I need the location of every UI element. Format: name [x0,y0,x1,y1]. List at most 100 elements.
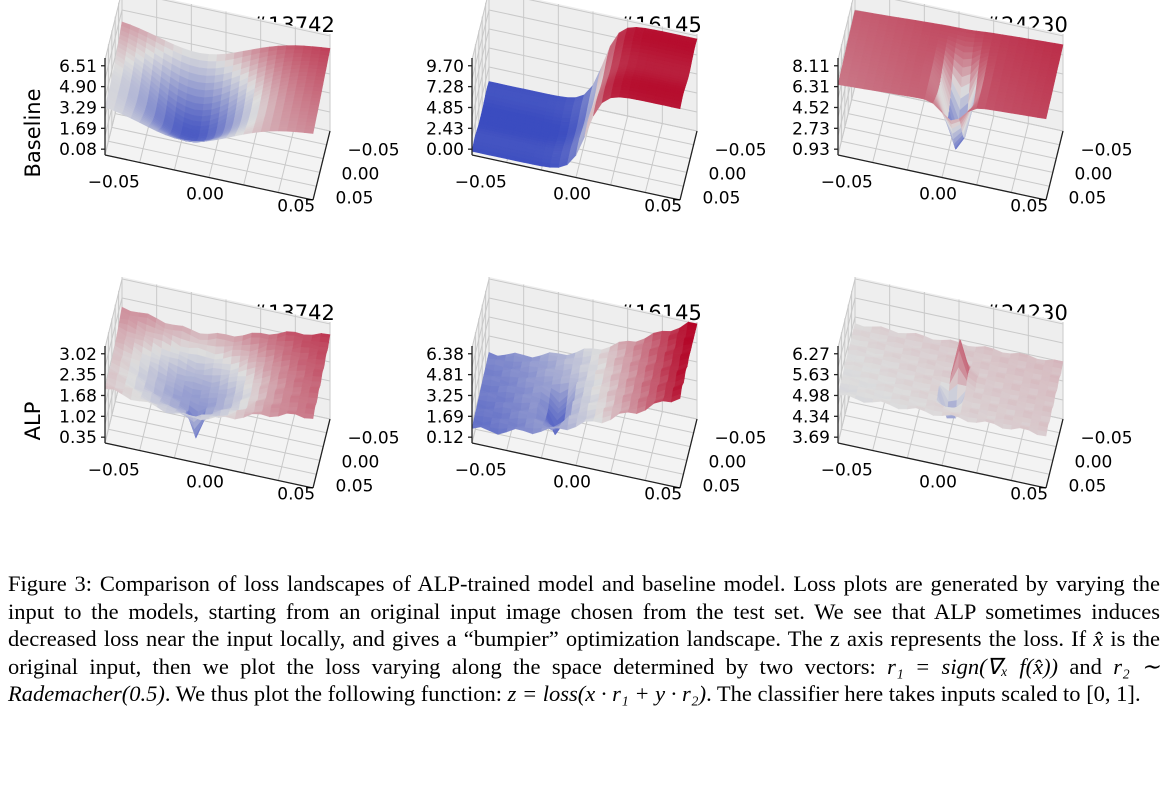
gridline [844,126,1053,173]
surface-plot: ImageNet #161456.384.813.251.690.12−0.05… [426,277,767,505]
surface-patch [618,93,630,99]
gridline [111,126,320,173]
surface-patch [280,117,291,122]
surface-patch [565,99,576,103]
surface-patch [977,102,988,107]
surface-patch [293,379,304,383]
surface-patch [549,163,560,168]
surface-patch [277,127,289,132]
x-tick-label: 0.00 [919,473,957,493]
z-tick-label: 5.63 [792,366,830,386]
y-tick-label: −0.05 [1080,140,1132,160]
surface-patch [901,389,912,395]
surface [104,21,331,143]
surface-patch [847,389,858,394]
surface-patch [296,79,307,85]
surface-patch [932,410,944,417]
y-tick-label: −0.05 [347,428,399,448]
y-tick-label: 0.05 [1069,477,1107,497]
surface-patch [319,336,330,344]
surface-patch [193,103,205,112]
surface-patch [288,406,299,411]
surface-patch [870,368,881,373]
z-tick-label: 3.69 [792,428,830,448]
gridline [872,93,891,163]
y-axis-line [1045,130,1064,201]
gridline [471,47,490,118]
surface-patch [251,411,263,415]
surface-plot: ImageNet #137423.022.351.681.020.35−0.05… [59,277,400,505]
gridline [111,414,320,461]
surface-patch [198,60,209,70]
gridline [108,428,317,475]
y-tick-label: 0.00 [342,165,380,185]
surface-patch [300,104,311,109]
surface-patch [316,354,327,361]
z-tick-label: 4.52 [792,98,830,118]
y-axis-line [679,130,698,201]
caption-math-z: z = loss(x · r₁ + y · r₂) [507,681,707,706]
y-tick-label: 0.05 [1069,189,1107,209]
surface-patch [863,397,874,403]
surface-patch [921,344,932,350]
surface-patch [289,397,300,404]
gridline [104,297,123,368]
surface-patch [269,412,280,418]
gridline [1010,123,1029,193]
surface-patch [859,373,871,379]
surface-patch [231,349,242,357]
gridline [277,123,296,193]
surface-patch [560,117,572,123]
surface-patch [303,128,315,134]
surface-patch [300,60,311,66]
z-tick-label: 4.90 [59,78,97,98]
caption-text-1: Figure 3: Comparison of loss landscapes … [8,571,1160,651]
surface-patch [303,90,314,95]
x-axis-line [104,154,314,201]
surface-patch [295,128,306,133]
y-tick-label: 0.05 [336,477,374,497]
z-tick-label: 6.31 [792,78,830,98]
surface-patch [292,57,303,62]
gridline [243,403,262,474]
gridline [837,9,856,80]
surface-patch [303,86,314,92]
surface-patch [301,53,312,59]
x-tick-label: −0.05 [821,173,873,193]
z-tick-label: 3.25 [426,386,464,406]
gridline [471,9,490,80]
surface-patch [893,347,904,353]
gridline [115,401,324,448]
y-tick-label: 0.05 [703,477,741,497]
y-tick-label: 0.00 [709,453,747,473]
side-pane [472,0,489,155]
loss-landscape-figure: Baseline ALP ImageNet #137426.514.903.29… [21,0,1133,505]
y-tick-label: 0.00 [342,453,380,473]
z-tick-label: 0.93 [792,140,830,160]
surface-patch [204,89,215,99]
caption-text-4: . We thus plot the following function: [164,681,508,706]
z-tick-label: 2.35 [59,366,97,386]
x-axis-line [837,154,1047,201]
z-tick-label: 0.12 [426,428,464,448]
surface-patch [198,333,210,341]
surface-patch [867,383,878,388]
x-axis-line [471,154,681,201]
surface-patch [976,105,987,110]
surface-patch [195,362,206,371]
y-axis-line [312,130,331,201]
surface-patch [646,397,657,402]
surface-patch [297,72,309,77]
z-tick-label: 1.69 [426,407,464,427]
surface-patch [297,75,308,81]
surface-patch [311,381,322,386]
surface [837,10,1064,150]
surface-patch [292,100,303,106]
figure-caption: Figure 3: Comparison of loss landscapes … [8,570,1160,708]
x-tick-label: −0.05 [88,173,140,193]
surface-patch [208,392,219,399]
surface-patch [271,365,282,372]
surface-patch [311,376,322,383]
surface-patch [964,41,975,48]
z-tick-label: 1.69 [59,119,97,139]
